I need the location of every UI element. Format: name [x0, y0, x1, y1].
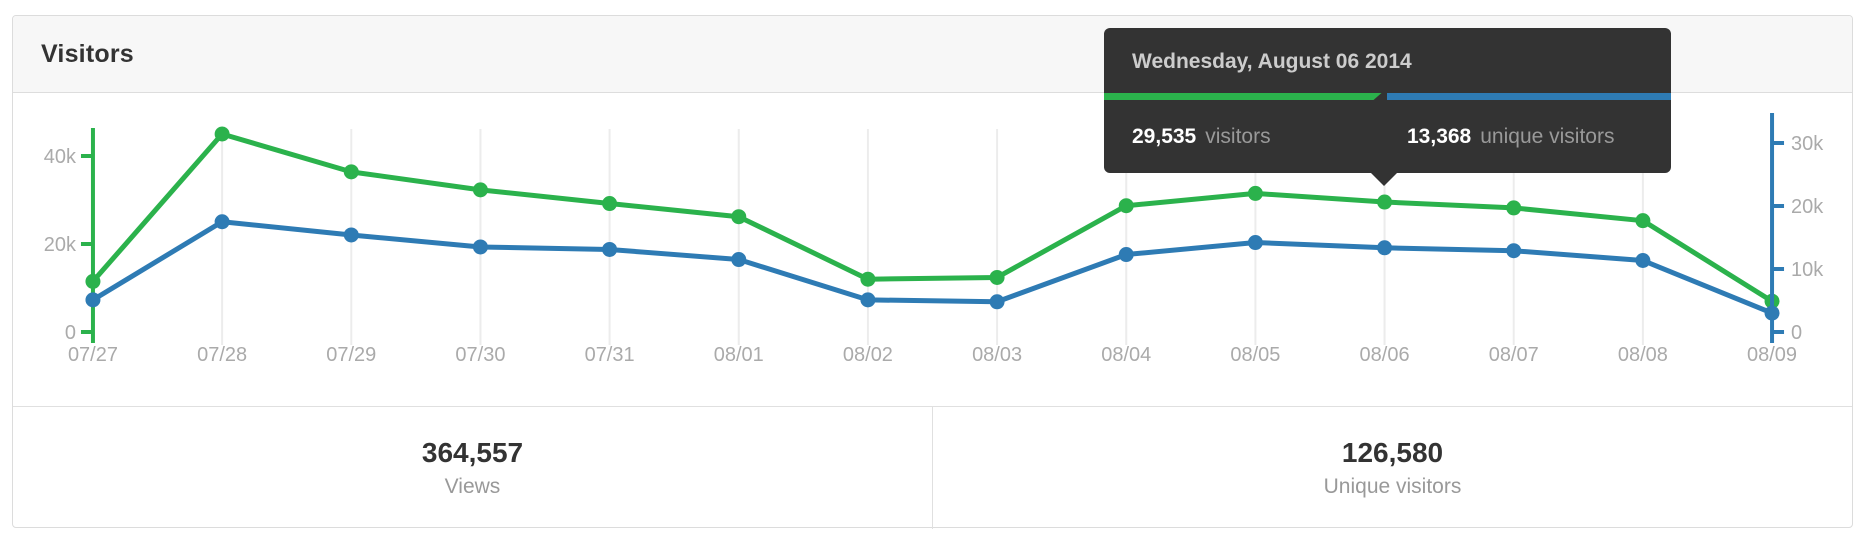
unique-visitors-point[interactable]: [602, 241, 618, 257]
right-axis-tick-label: 30k: [1791, 133, 1824, 155]
views-label: Views: [444, 475, 501, 498]
x-axis-label: 08/08: [1618, 344, 1668, 366]
right-axis-tick-label: 10k: [1791, 259, 1824, 281]
right-axis-tick-label: 0: [1791, 322, 1802, 344]
tooltip-visitors-unit: visitors: [1205, 124, 1271, 148]
visitors-point[interactable]: [1506, 200, 1522, 216]
visitors-line: [90, 131, 1775, 304]
x-axis-label: 08/01: [714, 344, 764, 366]
visitors-point[interactable]: [1377, 194, 1393, 210]
chart-tooltip: Wednesday, August 06 2014 29,535 visitor…: [1104, 28, 1671, 186]
unique-visitors-point[interactable]: [860, 292, 876, 308]
unique-visitors-point[interactable]: [1377, 240, 1393, 256]
unique-visitors-point[interactable]: [1118, 247, 1134, 263]
visitors-point[interactable]: [602, 196, 618, 212]
x-axis-label: 07/27: [68, 344, 118, 366]
right-axis-tick-label: 20k: [1791, 196, 1824, 218]
x-axis-label: 08/03: [972, 344, 1022, 366]
visitors-point[interactable]: [989, 269, 1005, 285]
visitors-point[interactable]: [1118, 198, 1134, 214]
tooltip-visitors-value: 29,535: [1132, 124, 1197, 148]
tooltip-divider: [1104, 93, 1671, 100]
left-axis-tick-label: 20k: [44, 234, 77, 256]
unique-visitors-point[interactable]: [1764, 305, 1780, 321]
visitors-point[interactable]: [1247, 185, 1263, 201]
x-axis-label: 08/06: [1360, 344, 1410, 366]
views-summary: 364,557 Views: [13, 407, 932, 529]
unique-visitors-point[interactable]: [472, 239, 488, 255]
visitors-point[interactable]: [343, 164, 359, 180]
panel-title: Visitors: [41, 39, 134, 68]
unique-visitors-count: 126,580: [1341, 437, 1444, 468]
left-axis-tick-label: 40k: [44, 146, 77, 168]
tooltip-unique-unit: unique visitors: [1480, 124, 1615, 148]
x-axis-label: 07/29: [326, 344, 376, 366]
x-axis-label: 08/02: [843, 344, 893, 366]
visitors-panel: Visitors 0 20k 40k 07/27 07/28 07/29 07/30 07/3…: [12, 15, 1853, 529]
tooltip-unique-value: 13,368: [1407, 124, 1472, 148]
unique-visitors-label: Unique visitors: [1323, 475, 1462, 498]
unique-visitors-point[interactable]: [731, 252, 747, 268]
x-axis-label: 07/31: [585, 344, 635, 366]
visitors-point[interactable]: [731, 209, 747, 225]
visitors-chart[interactable]: 0 20k 40k 07/27 07/28 07/29 07/30 07/31 08/01 08/…: [13, 93, 1852, 406]
unique-visitors-point[interactable]: [989, 294, 1005, 310]
unique-visitors-line: [90, 219, 1775, 316]
visitors-point[interactable]: [1635, 213, 1651, 229]
left-axis-tick-label: 0: [65, 322, 76, 344]
x-axis-label: 08/07: [1489, 344, 1539, 366]
unique-visitors-point[interactable]: [85, 292, 101, 308]
visitors-line-chart[interactable]: 0 20k 40k 07/27 07/28 07/29 07/30 07/31 08/01 08/…: [13, 93, 1852, 406]
unique-visitors-point[interactable]: [343, 227, 359, 243]
unique-visitors-summary: 126,580 Unique visitors: [932, 407, 1852, 529]
x-axis-label: 08/09: [1747, 344, 1797, 366]
visitors-point[interactable]: [85, 273, 101, 289]
x-axis-label: 08/04: [1101, 344, 1151, 366]
tooltip-blue-bar: [1386, 93, 1671, 100]
unique-visitors-point[interactable]: [1247, 235, 1263, 251]
tooltip-green-bar: [1104, 93, 1382, 100]
tooltip-unique: 13,368 unique visitors: [1407, 100, 1614, 173]
visitors-point[interactable]: [472, 182, 488, 198]
tooltip-values: 29,535 visitors 13,368 unique visitors: [1104, 100, 1671, 173]
tooltip-date: Wednesday, August 06 2014: [1132, 50, 1412, 73]
tooltip-visitors: 29,535 visitors: [1132, 100, 1271, 173]
x-axis-label: 07/28: [197, 344, 247, 366]
visitors-point[interactable]: [860, 271, 876, 287]
visitors-point[interactable]: [214, 126, 230, 142]
unique-visitors-point[interactable]: [214, 214, 230, 230]
unique-visitors-point[interactable]: [1635, 252, 1651, 268]
unique-visitors-point[interactable]: [1506, 243, 1522, 259]
tooltip-pointer-icon: [1371, 173, 1397, 186]
x-axis-label: 08/05: [1230, 344, 1280, 366]
summary-row: 364,557 Views 126,580 Unique visitors: [13, 406, 1852, 529]
views-count: 364,557: [421, 437, 524, 468]
x-axis-label: 07/30: [455, 344, 505, 366]
